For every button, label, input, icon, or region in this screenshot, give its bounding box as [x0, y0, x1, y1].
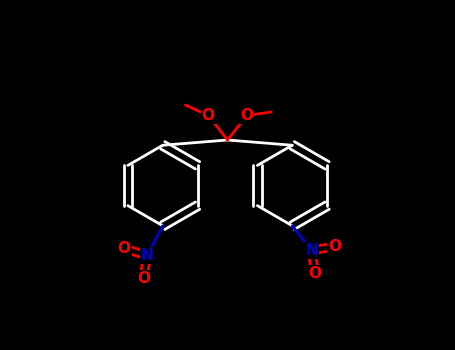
Text: O: O [308, 266, 322, 280]
Text: N: N [141, 248, 153, 263]
Text: O: O [137, 271, 150, 286]
Text: O: O [328, 239, 341, 254]
Text: O: O [240, 108, 253, 123]
Text: O: O [202, 108, 215, 123]
Text: N: N [305, 243, 318, 258]
Text: O: O [118, 241, 131, 256]
